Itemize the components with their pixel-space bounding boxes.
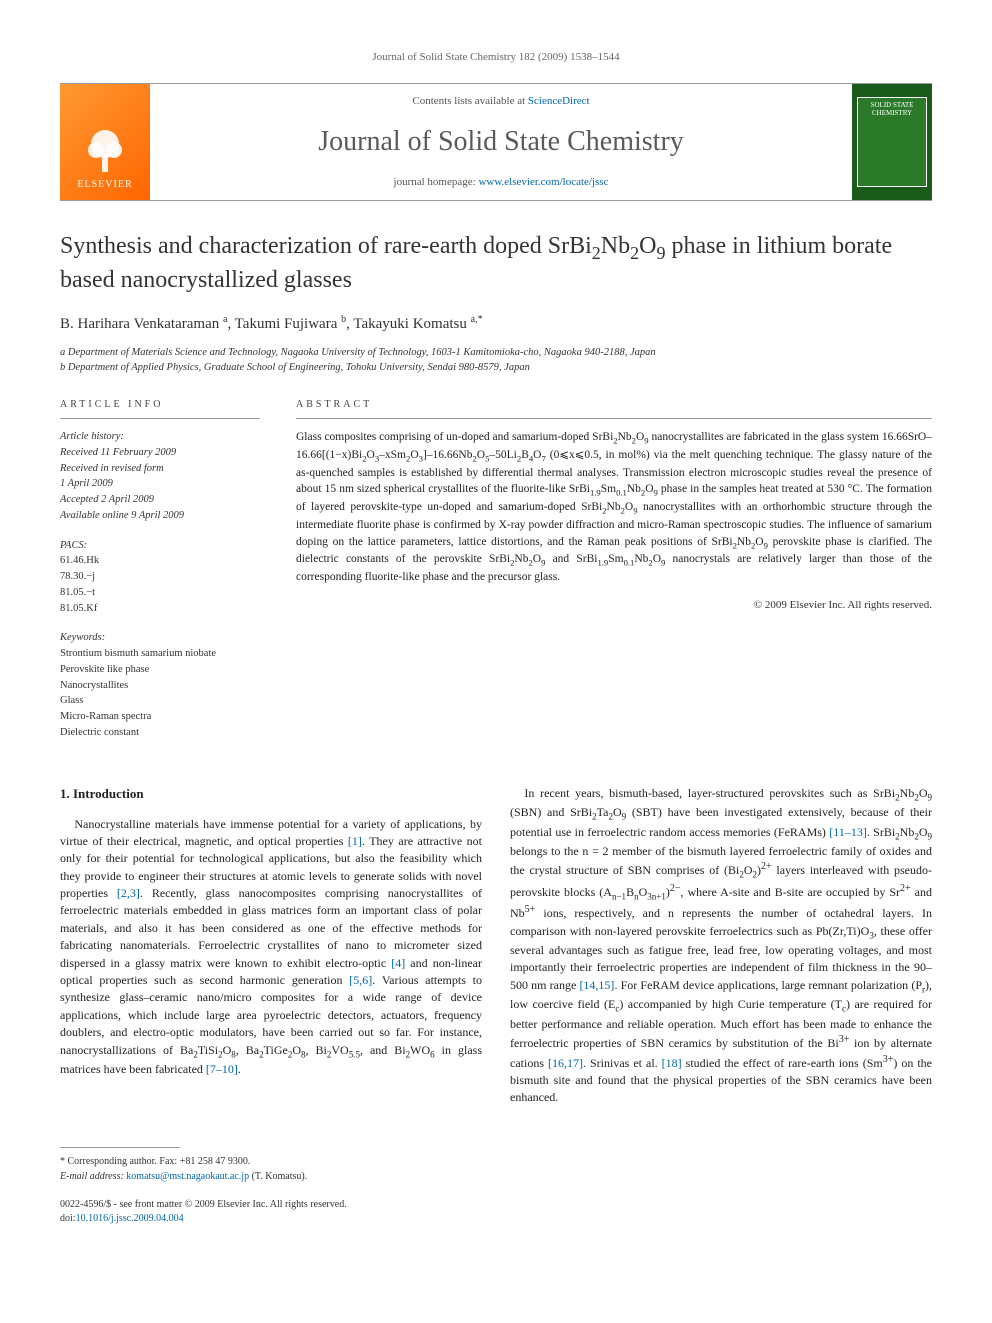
- abstract-column: ABSTRACT Glass composites comprising of …: [296, 398, 932, 755]
- footnote-separator: [60, 1147, 180, 1148]
- masthead-center: Contents lists available at ScienceDirec…: [150, 84, 852, 200]
- abstract-text: Glass composites comprising of un-doped …: [296, 429, 932, 586]
- article-history: Article history: Received 11 February 20…: [60, 429, 260, 524]
- body-paragraph-2: In recent years, bismuth-based, layer-st…: [510, 785, 932, 1107]
- pacs-2: 81.05.−t: [60, 585, 260, 601]
- contents-available-line: Contents lists available at ScienceDirec…: [162, 94, 840, 109]
- email-line: E-mail address: komatsu@mst.nagaokaut.ac…: [60, 1169, 932, 1184]
- body-two-column: 1. Introduction Nanocrystalline material…: [60, 785, 932, 1107]
- history-revised-1: Received in revised form: [60, 461, 260, 477]
- journal-homepage-line: journal homepage: www.elsevier.com/locat…: [162, 175, 840, 190]
- footer-block: 0022-4596/$ - see front matter © 2009 El…: [60, 1198, 932, 1226]
- footnotes: * Corresponding author. Fax: +81 258 47 …: [60, 1154, 932, 1184]
- sciencedirect-link[interactable]: ScienceDirect: [528, 95, 590, 107]
- affiliation-a: a Department of Materials Science and Te…: [60, 345, 932, 361]
- keyword-4: Micro-Raman spectra: [60, 709, 260, 725]
- affiliation-b: b Department of Applied Physics, Graduat…: [60, 360, 932, 376]
- publisher-logo-box: ELSEVIER: [60, 84, 150, 200]
- history-label: Article history:: [60, 429, 260, 445]
- pacs-label: PACS:: [60, 538, 260, 554]
- homepage-prefix: journal homepage:: [394, 176, 479, 188]
- corresponding-author-note: * Corresponding author. Fax: +81 258 47 …: [60, 1154, 932, 1169]
- journal-title: Journal of Solid State Chemistry: [162, 122, 840, 161]
- doi-line: doi:10.1016/j.jssc.2009.04.004: [60, 1212, 932, 1226]
- body-paragraph-1: Nanocrystalline materials have immense p…: [60, 816, 482, 1079]
- keyword-0: Strontium bismuth samarium niobate: [60, 646, 260, 662]
- abstract-copyright: © 2009 Elsevier Inc. All rights reserved…: [296, 598, 932, 613]
- pacs-3: 81.05.Kf: [60, 601, 260, 617]
- abstract-label: ABSTRACT: [296, 398, 932, 419]
- keyword-3: Glass: [60, 693, 260, 709]
- journal-masthead: ELSEVIER Contents lists available at Sci…: [60, 83, 932, 201]
- journal-cover-box: SOLID STATE CHEMISTRY: [852, 84, 932, 200]
- article-info-column: ARTICLE INFO Article history: Received 1…: [60, 398, 260, 755]
- email-suffix: (T. Komatsu).: [249, 1171, 307, 1182]
- contents-prefix: Contents lists available at: [412, 95, 527, 107]
- history-accepted: Accepted 2 April 2009: [60, 492, 260, 508]
- corresponding-email-link[interactable]: komatsu@mst.nagaokaut.ac.jp: [126, 1171, 249, 1182]
- doi-link[interactable]: 10.1016/j.jssc.2009.04.004: [76, 1213, 184, 1224]
- pacs-0: 61.46.Hk: [60, 553, 260, 569]
- keyword-5: Dielectric constant: [60, 725, 260, 741]
- front-matter-line: 0022-4596/$ - see front matter © 2009 El…: [60, 1198, 932, 1212]
- email-label: E-mail address:: [60, 1171, 126, 1182]
- article-title: Synthesis and characterization of rare-e…: [60, 231, 932, 294]
- journal-cover-thumb: SOLID STATE CHEMISTRY: [857, 97, 927, 187]
- section-heading-introduction: 1. Introduction: [60, 785, 482, 804]
- history-received: Received 11 February 2009: [60, 445, 260, 461]
- keyword-2: Nanocrystallites: [60, 678, 260, 694]
- journal-homepage-link[interactable]: www.elsevier.com/locate/jssc: [478, 176, 608, 188]
- keywords-block: Keywords: Strontium bismuth samarium nio…: [60, 630, 260, 740]
- keywords-label: Keywords:: [60, 630, 260, 646]
- affiliations: a Department of Materials Science and Te…: [60, 345, 932, 377]
- running-head: Journal of Solid State Chemistry 182 (20…: [60, 50, 932, 65]
- keyword-1: Perovskite like phase: [60, 662, 260, 678]
- article-info-label: ARTICLE INFO: [60, 398, 260, 419]
- author-list: B. Harihara Venkataraman a, Takumi Fujiw…: [60, 313, 932, 335]
- elsevier-tree-icon: [80, 124, 130, 174]
- pacs-1: 78.30.−j: [60, 569, 260, 585]
- pacs-block: PACS: 61.46.Hk 78.30.−j 81.05.−t 81.05.K…: [60, 538, 260, 617]
- doi-prefix: doi:: [60, 1213, 76, 1224]
- history-online: Available online 9 April 2009: [60, 508, 260, 524]
- publisher-label: ELSEVIER: [77, 178, 132, 192]
- history-revised-2: 1 April 2009: [60, 476, 260, 492]
